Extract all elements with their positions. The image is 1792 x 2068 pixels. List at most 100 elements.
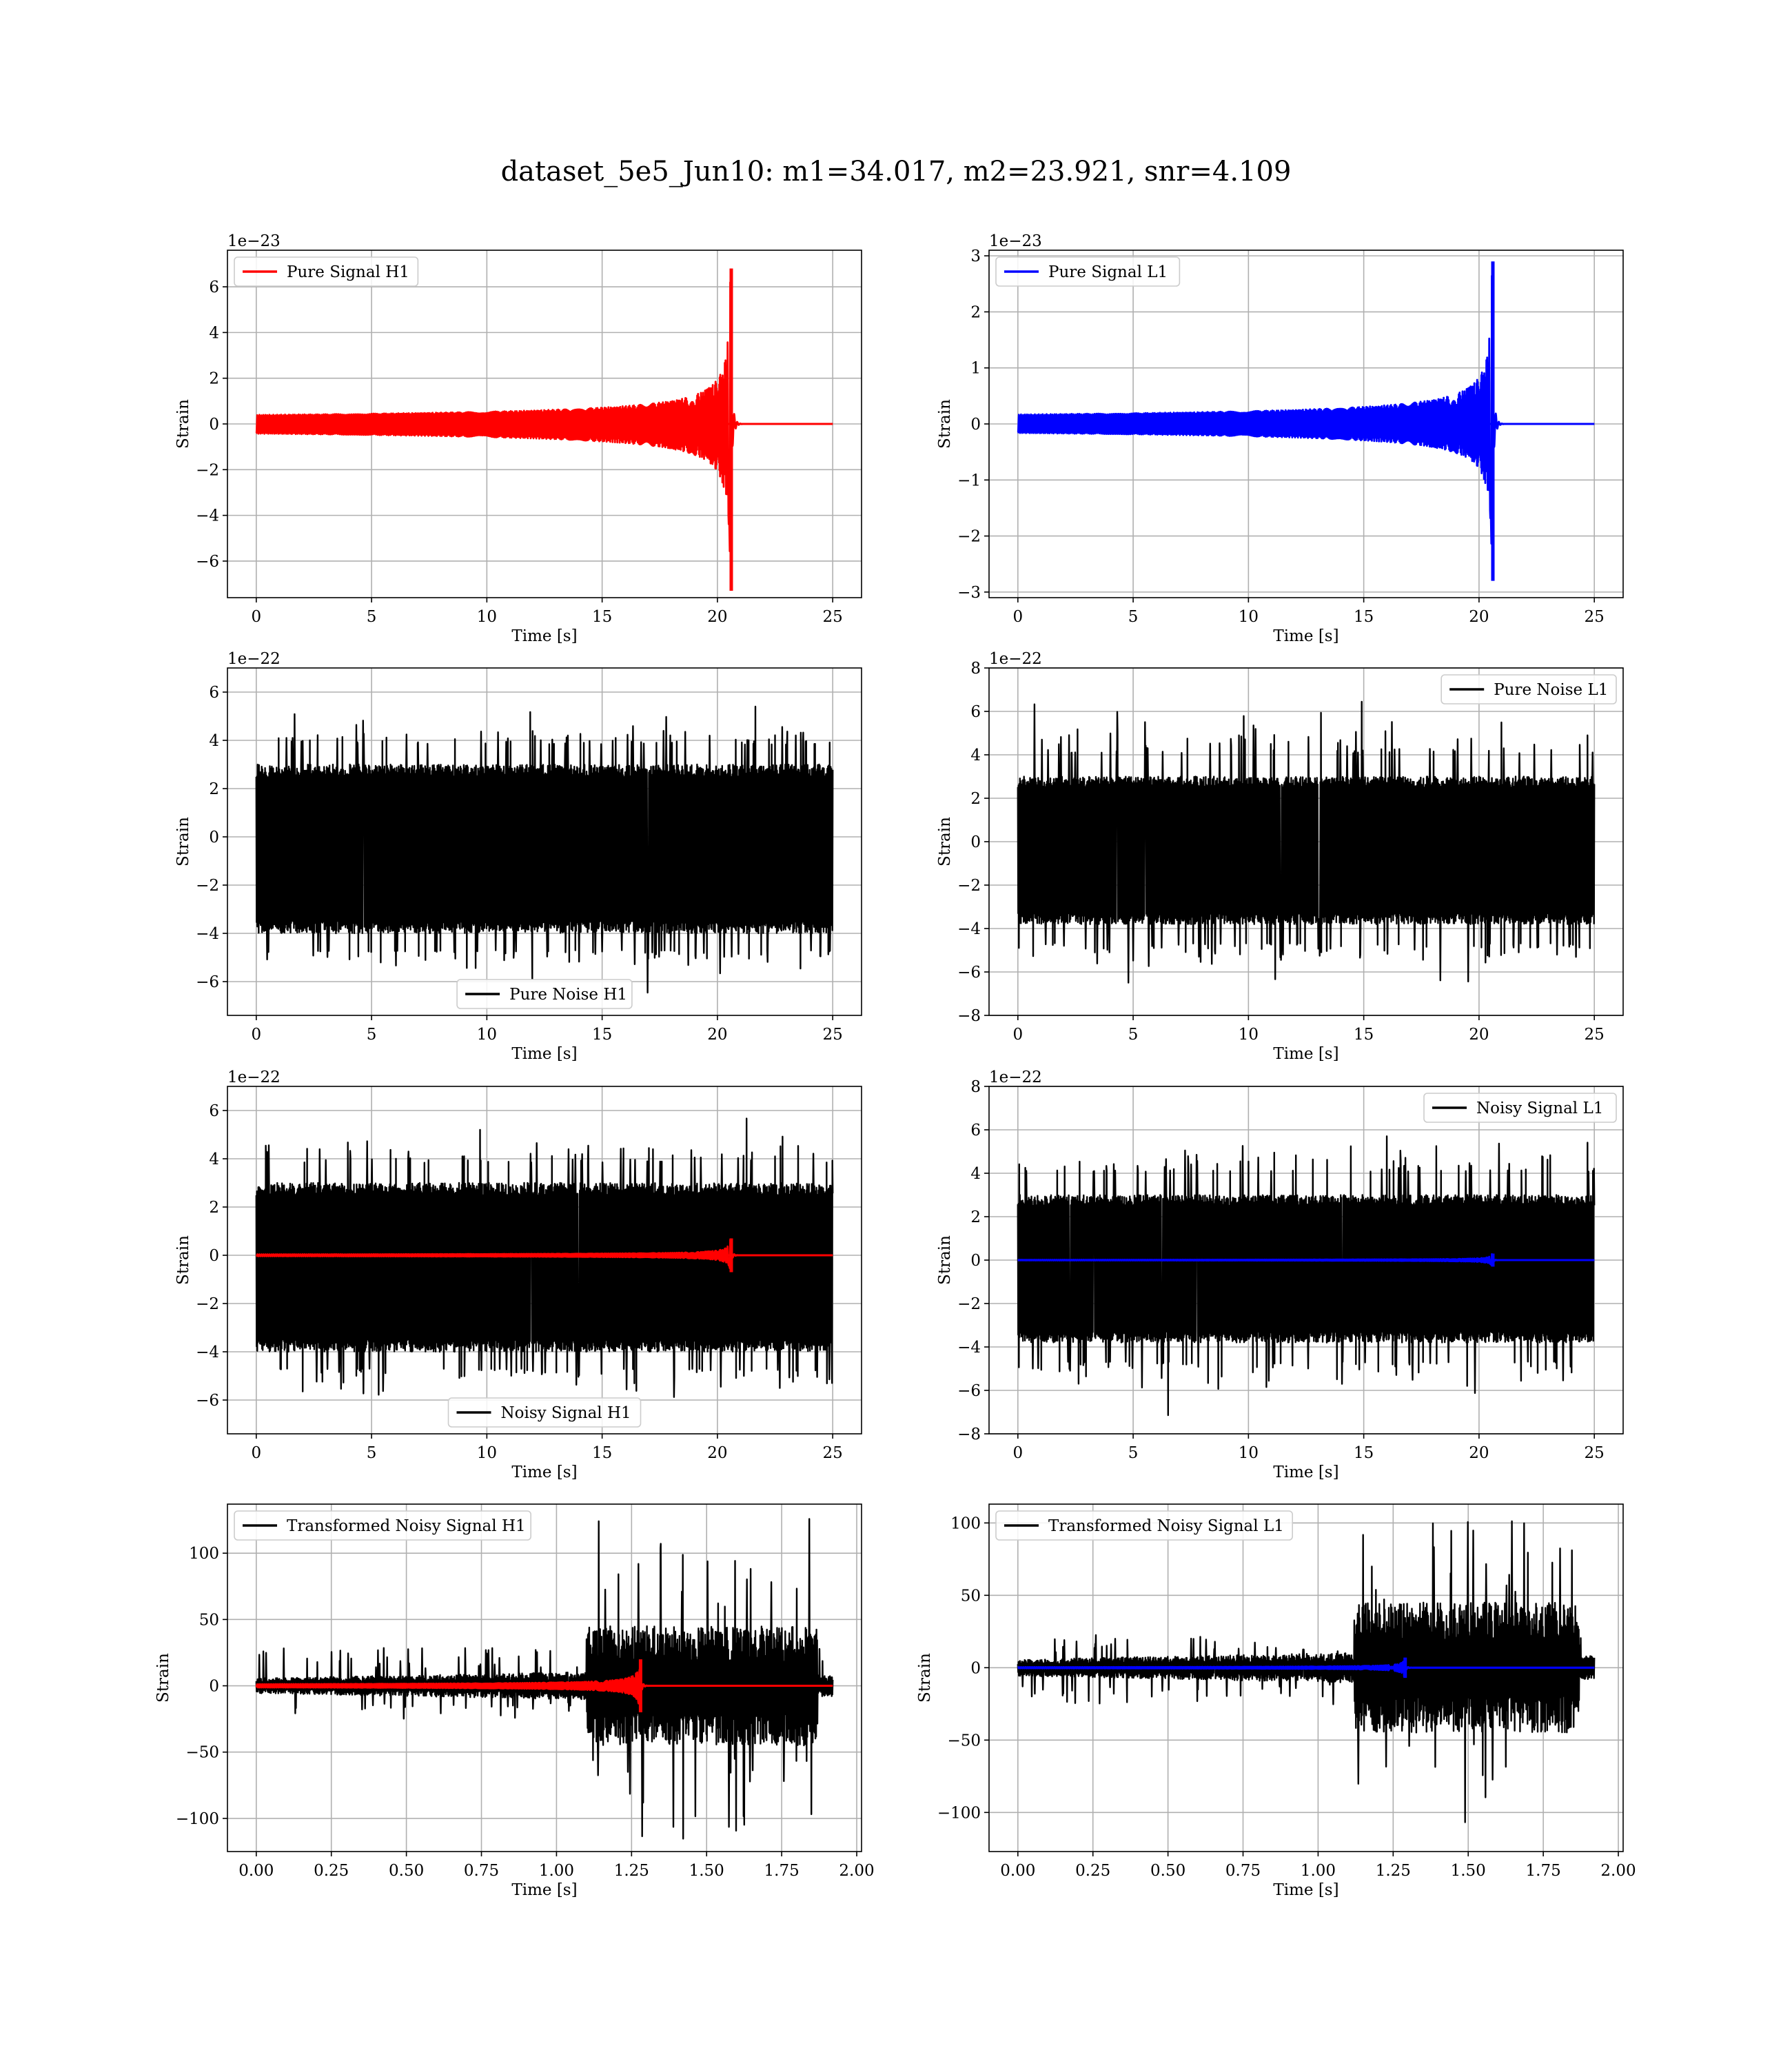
x-tick-label: 25 [823,1026,843,1044]
y-axis-label: Strain [936,1235,954,1285]
x-tick-label: 5 [1128,1444,1139,1462]
y-tick-label: 4 [209,1150,219,1168]
x-tick-label: 20 [1469,1444,1489,1462]
x-tick-label: 1.75 [764,1862,800,1880]
y-tick-label: 2 [970,1208,981,1226]
ticks: 0 5 10 15 20 25 −8 −6 −4 −2 0 2 4 6 8 [957,660,1605,1044]
plot-frame [227,667,862,1016]
x-tick-label: 0 [251,1026,261,1044]
x-tick-label: 0.00 [238,1862,274,1880]
y-tick-label: 0 [209,1247,219,1265]
ticks: 0 5 10 15 20 25 −3 −2 −1 0 1 2 3 [957,247,1605,626]
x-tick-label: 0 [251,1444,261,1462]
y-tick-label: −50 [947,1732,981,1750]
legend-box [456,979,633,1009]
y-tick-label: 2 [209,780,219,798]
subplot-4-1: 0.00 0.25 0.50 0.75 1.00 1.25 1.50 1.75 2.00 −100… [154,1503,875,1899]
x-axis-label: Time [s] [511,1045,577,1063]
y-tick-label: 0 [970,416,981,434]
y-tick-label: −2 [196,877,219,895]
y-tick-label: −2 [196,1295,219,1313]
subplot-2-1: 0 5 10 15 20 25 −6 −4 −2 0 2 4 6 1e−22 Time [s] Strain P… [174,650,862,1063]
x-tick-label: 20 [1469,1026,1489,1044]
y-tick-label: 6 [209,1102,219,1120]
y-tick-label: −3 [957,584,981,602]
x-tick-label: 10 [477,1026,497,1044]
legend: Noisy Signal H1 [447,1397,642,1428]
y-axis-label: Strain [174,399,192,449]
legend-label: Pure Noise H1 [509,986,627,1004]
x-axis-label: Time [s] [511,1463,577,1481]
y-tick-label: −6 [957,1382,981,1400]
legend: Pure Noise L1 [1440,674,1617,704]
x-tick-label: 0 [1012,1026,1023,1044]
x-tick-label: 15 [1354,1026,1374,1044]
y-tick-label: 4 [209,732,219,750]
y-tick-label: −6 [196,1392,219,1410]
x-tick-label: 15 [1354,1444,1374,1462]
legend-box [995,256,1181,287]
plot-frame [227,1503,862,1852]
y-tick-label: 1 [970,360,981,378]
y-tick-label: −1 [957,472,981,489]
subplot-4-2: 0.00 0.25 0.50 0.75 1.00 1.25 1.50 1.75 2.00 −100… [916,1503,1636,1899]
data-layer [1017,1135,1596,1417]
x-tick-label: 1.00 [539,1862,574,1880]
legend: Transformed Noisy Signal H1 [234,1510,532,1541]
legend-label: Noisy Signal L1 [1476,1099,1603,1117]
y-tick-label: 100 [950,1514,981,1532]
x-tick-label: 25 [823,1444,843,1462]
x-tick-label: 2.00 [1600,1862,1636,1880]
y-axis-label: Strain [174,1235,192,1285]
data-layer [255,1518,834,1840]
y-tick-label: 0 [970,833,981,851]
x-tick-label: 0.75 [464,1862,499,1880]
data-layer [1017,700,1596,984]
x-axis-label: Time [s] [1273,1045,1338,1063]
y-tick-label: 0 [970,1252,981,1270]
x-tick-label: 15 [592,1026,612,1044]
y-tick-label: −4 [196,507,219,525]
y-tick-label: 0 [209,1678,219,1696]
y-axis-label: Strain [936,399,954,449]
axis-multiplier: 1e−23 [989,232,1042,250]
x-tick-label: 25 [1585,1444,1605,1462]
y-tick-label: −6 [196,553,219,571]
x-tick-label: 1.00 [1301,1862,1336,1880]
axis-multiplier: 1e−22 [989,1068,1042,1086]
ticks: 0.00 0.25 0.50 0.75 1.00 1.25 1.50 1.75 2.00 −100… [176,1545,875,1880]
y-tick-label: 4 [970,747,981,764]
y-tick-label: −4 [957,920,981,938]
ticks: 0 5 10 15 20 25 −6 −4 −2 0 2 4 6 [196,684,843,1044]
data-layer [255,705,834,994]
x-tick-label: 15 [592,608,612,626]
x-axis-label: Time [s] [1273,627,1338,645]
y-tick-label: 4 [209,324,219,342]
x-tick-label: 15 [1354,608,1374,626]
x-axis-label: Time [s] [511,1881,577,1899]
legend-box [234,256,419,287]
y-tick-label: −2 [957,1295,981,1313]
legend-label: Noisy Signal H1 [501,1404,631,1422]
y-tick-label: 0 [209,416,219,434]
y-tick-label: 6 [970,703,981,721]
x-tick-label: 0.50 [1150,1862,1185,1880]
x-tick-label: 0 [1012,608,1023,626]
x-tick-label: 5 [367,608,377,626]
plot-frame [227,1086,862,1435]
y-tick-label: −2 [957,528,981,546]
legend-label: Transformed Noisy Signal H1 [287,1517,526,1535]
data-layer [1017,1520,1596,1823]
legend-box [447,1397,642,1428]
x-tick-label: 10 [1239,1444,1259,1462]
y-axis-label: Strain [916,1653,934,1703]
y-tick-label: 2 [970,790,981,808]
x-tick-label: 5 [367,1026,377,1044]
legend-label: Transformed Noisy Signal L1 [1048,1517,1284,1535]
x-tick-label: 1.75 [1526,1862,1561,1880]
series-line-1 [1017,700,1596,984]
y-tick-label: −2 [196,461,219,479]
x-axis-label: Time [s] [1273,1881,1338,1899]
y-tick-label: 2 [209,370,219,388]
